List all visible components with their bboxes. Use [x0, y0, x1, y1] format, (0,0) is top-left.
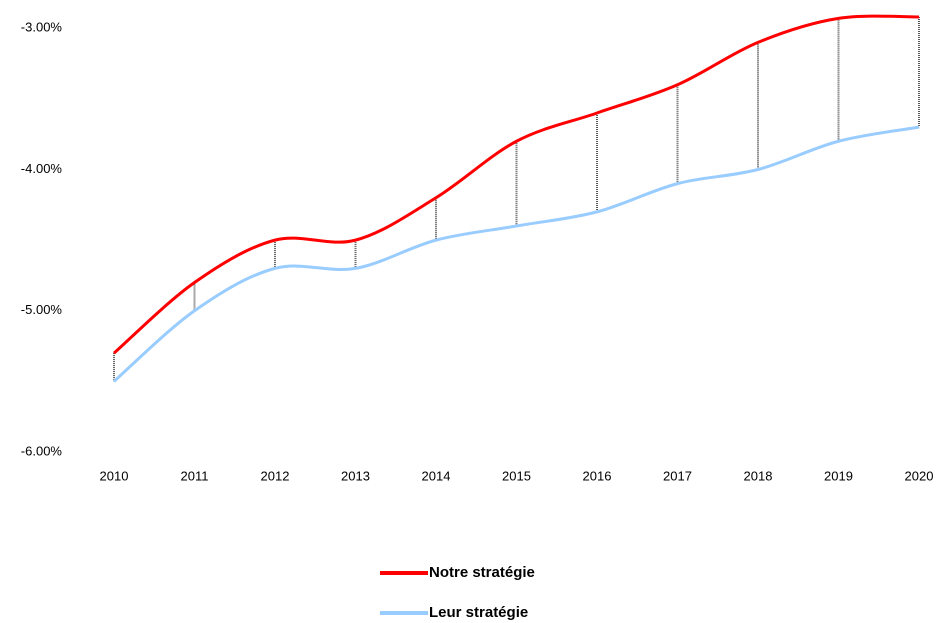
x-tick-label: 2019	[824, 468, 853, 483]
y-tick-label: -5.00%	[21, 302, 63, 317]
x-tick-label: 2015	[502, 468, 531, 483]
y-tick-label: -4.00%	[21, 161, 63, 176]
x-tick-label: 2011	[181, 468, 209, 483]
legend-label: Leur stratégie	[429, 604, 528, 621]
x-tick-label: 2012	[261, 468, 290, 483]
x-tick-label: 2016	[583, 468, 612, 483]
series-line	[113, 14, 920, 355]
x-tick-label: 2017	[663, 468, 692, 483]
series-line	[113, 125, 920, 383]
x-tick-label: 2013	[341, 468, 370, 483]
y-tick-label: -6.00%	[21, 443, 63, 458]
x-tick-label: 2010	[100, 468, 129, 483]
x-tick-label: 2020	[905, 468, 934, 483]
legend-label: Notre stratégie	[429, 564, 535, 581]
x-tick-label: 2018	[744, 468, 773, 483]
x-tick-label: 2014	[422, 468, 451, 483]
y-tick-label: -3.00%	[21, 20, 63, 35]
